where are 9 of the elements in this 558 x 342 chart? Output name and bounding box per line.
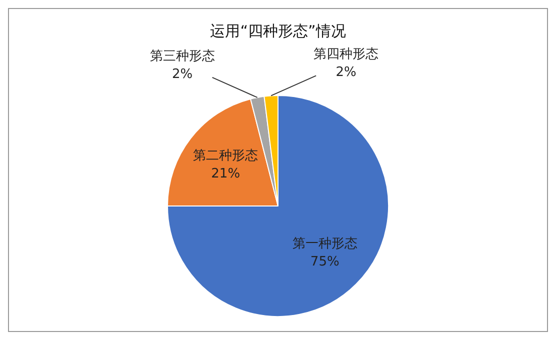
slice-label: 第四种形态 xyxy=(314,47,379,62)
data-label: 2% xyxy=(172,66,193,82)
data-label: 21% xyxy=(211,166,240,182)
data-label: 2% xyxy=(336,65,356,80)
data-label: 75% xyxy=(310,254,340,270)
slice-label: 第二种形态 xyxy=(193,148,258,164)
chart-title: 运用“四种形态”情况 xyxy=(210,22,346,40)
slice-label: 第三种形态 xyxy=(150,48,215,64)
slice-label: 第一种形态 xyxy=(292,236,358,252)
